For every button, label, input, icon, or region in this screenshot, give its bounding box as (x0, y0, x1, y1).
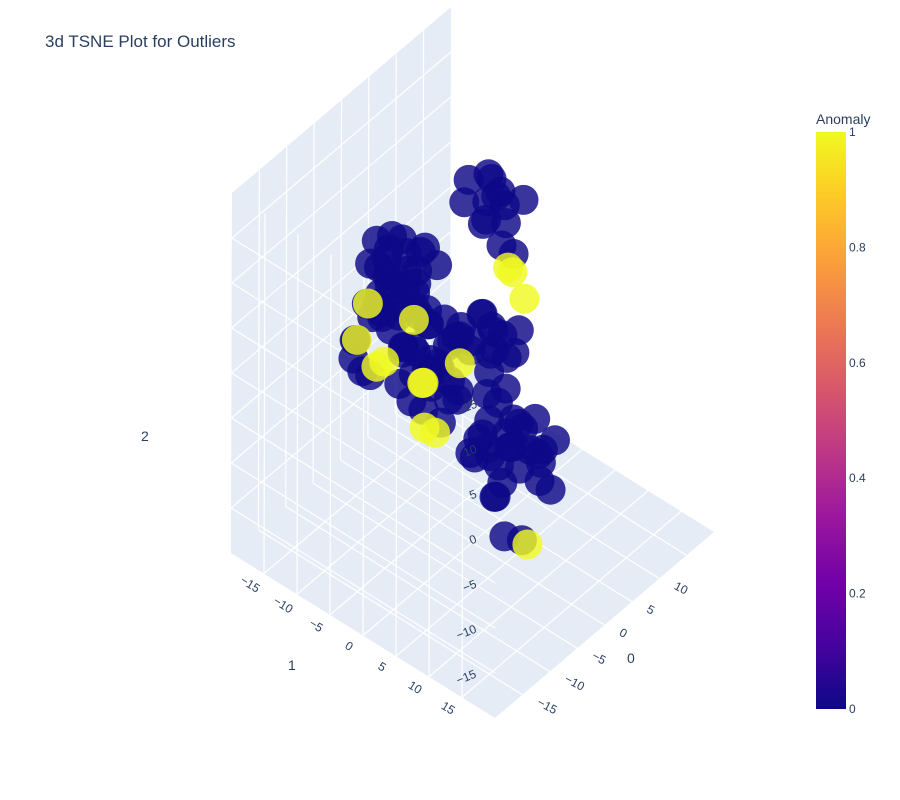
inlier-point (479, 481, 510, 512)
outlier-point (352, 288, 383, 319)
colorbar-gradient (816, 132, 846, 709)
z-axis-title: 2 (141, 428, 149, 444)
colorbar-ticks: 0 0.2 0.4 0.6 0.8 1 (849, 125, 866, 716)
inlier-point (467, 419, 498, 450)
z-tick-label: 10 (461, 442, 479, 460)
colorbar-tick-label: 0.2 (849, 587, 866, 601)
inlier-point (449, 187, 480, 218)
y-tick-label: −5 (307, 616, 326, 635)
grid-line (231, 141, 452, 329)
colorbar-tick-label: 0.6 (849, 356, 866, 370)
inlier-point (498, 404, 529, 435)
inlier-point (499, 337, 530, 368)
grid-line (422, 389, 687, 556)
inlier-point (520, 403, 551, 434)
data-points (338, 159, 570, 560)
x-tick-label: −5 (590, 649, 609, 668)
inlier-point (540, 425, 570, 456)
chart-title: 3d TSNE Plot for Outliers (45, 32, 236, 51)
y-tick-label: −15 (238, 573, 263, 596)
inlier-point (377, 221, 407, 251)
x-tick-label: −15 (535, 695, 560, 717)
scene-3d[interactable]: −15−10−50510−15−10−5051015−15−10−5051015… (141, 7, 714, 718)
outlier-point (493, 252, 524, 283)
inlier-point (466, 299, 497, 330)
inlier-point (384, 368, 415, 399)
x-tick-label: 10 (672, 579, 691, 598)
inlier-point (471, 204, 502, 235)
inlier-point (525, 447, 556, 478)
outlier-point (341, 324, 372, 355)
x-tick-label: 0 (617, 625, 630, 641)
y-tick-label: 0 (343, 638, 356, 654)
grid-line (428, 490, 649, 678)
colorbar-tick-label: 0 (849, 702, 856, 716)
outlier-point (512, 529, 543, 560)
grid-line (461, 510, 682, 698)
y-tick-label: −10 (271, 594, 296, 617)
inlier-point (474, 357, 505, 387)
grid-line (367, 436, 633, 603)
colorbar-tick-label: 0.8 (849, 240, 866, 254)
y-axis-title: 1 (288, 657, 296, 673)
x-axis-title: 0 (627, 650, 635, 666)
inlier-point (422, 250, 453, 281)
x-tick-label: −10 (562, 672, 587, 694)
colorbar-tick-label: 1 (849, 125, 856, 139)
z-tick-label: 5 (467, 487, 479, 503)
outlier-point (398, 304, 429, 335)
inlier-point (485, 176, 516, 207)
colorbar-tick-label: 0.4 (849, 471, 866, 485)
outlier-point (407, 368, 438, 398)
grid-line (231, 96, 452, 284)
y-tick-label: 10 (406, 678, 425, 697)
grid-line (231, 327, 496, 494)
inlier-point (508, 184, 539, 215)
y-tick-label: 15 (439, 699, 458, 718)
grid-line (395, 469, 616, 657)
outlier-point (509, 283, 540, 314)
outlier-point (361, 351, 392, 382)
x-tick-label: 5 (644, 602, 657, 618)
outlier-point (420, 417, 451, 448)
y-tick-label: 5 (376, 659, 389, 675)
z-tick-label: 0 (467, 532, 479, 548)
z-tick-label: 15 (461, 397, 479, 415)
inlier-point (364, 252, 394, 283)
inlier-point (503, 315, 534, 346)
colorbar-title: Anomaly (816, 111, 870, 127)
z-tick-label: −5 (461, 577, 479, 595)
colorbar: Anomaly 0 0.2 0.4 0.6 0.8 1 (816, 111, 870, 716)
grid-line (231, 186, 451, 374)
grid-line (231, 372, 496, 539)
grid-line (231, 51, 452, 239)
inlier-point (535, 474, 566, 505)
outlier-point (444, 348, 475, 379)
